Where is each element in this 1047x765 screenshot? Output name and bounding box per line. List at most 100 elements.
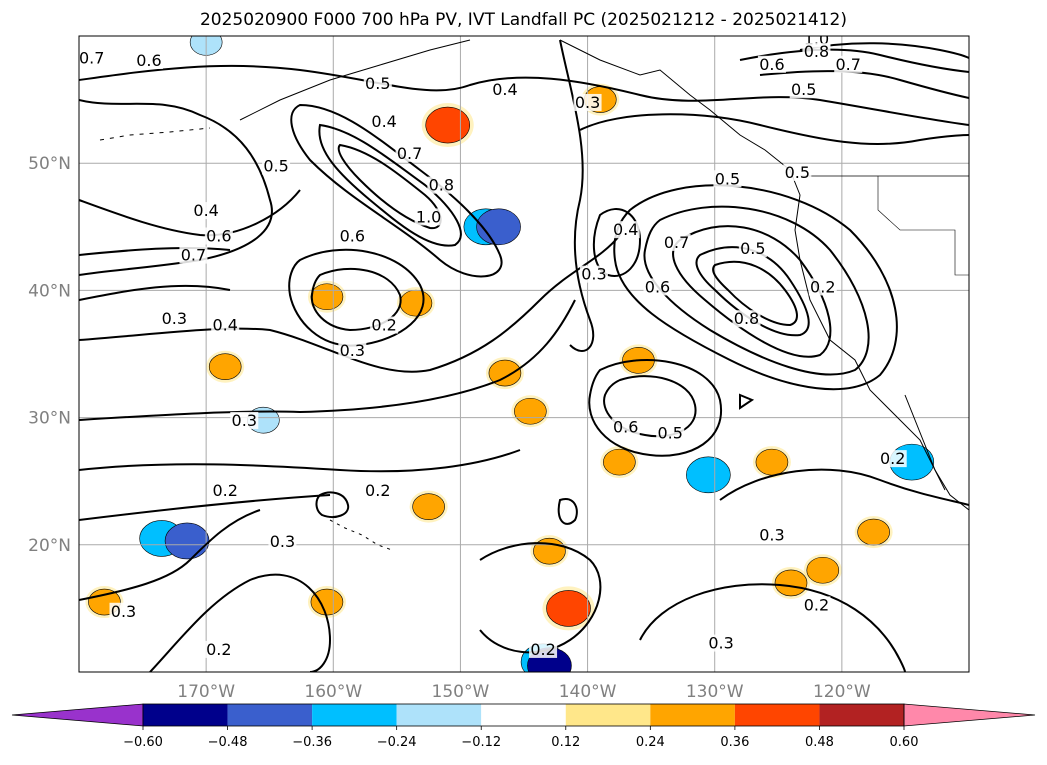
longitude-labels: 170°W 160°W 150°W 140°W 130°W 120°W (177, 682, 871, 702)
contour-line (337, 143, 442, 230)
contour-label: 0.6 (340, 227, 365, 246)
contour-label: 0.2 (365, 481, 390, 500)
contour-line (79, 449, 521, 473)
contour-line (79, 64, 969, 126)
contour-line (479, 542, 602, 654)
ivt-shaded-region-10 (425, 106, 471, 144)
contour-line (79, 284, 231, 301)
contour-label: 0.4 (371, 112, 396, 131)
contour-line (79, 189, 301, 237)
contour-label: 0.6 (759, 55, 784, 74)
contour-line (799, 42, 969, 59)
contour-label: 0.3 (708, 634, 733, 653)
colorbar-segment (481, 704, 566, 726)
baja-coastline (904, 394, 946, 491)
contour-label: 0.2 (804, 595, 829, 614)
ivt-shaded-region-3 (476, 208, 521, 246)
contour-line (739, 393, 755, 410)
latitude-labels: 20°N 30°N 40°N 50°N (28, 154, 71, 556)
contour-line (79, 509, 261, 601)
lat-tick-label: 40°N (28, 281, 71, 301)
contour-line (318, 123, 462, 247)
contour-line (643, 205, 870, 376)
contour-label: 0.5 (791, 80, 816, 99)
contour-line (603, 375, 697, 438)
contour-label: 0.6 (645, 277, 670, 296)
contour-line (79, 234, 621, 373)
ivt-shaded-region-15 (488, 359, 522, 387)
contour-label: 0.4 (613, 220, 638, 239)
ivt-shaded-region-27 (774, 569, 808, 597)
contour-line (672, 225, 832, 358)
contour-label-bg (363, 481, 392, 499)
colorbar-tick-label: −0.60 (123, 735, 163, 750)
contour-label-bg (268, 532, 297, 550)
contour-label-bg (757, 526, 786, 544)
pv-contours (79, 39, 969, 672)
contour-label-bg (370, 113, 399, 131)
contour-label-bg (808, 278, 837, 296)
contour-label-bg (211, 481, 240, 499)
contour-line (719, 468, 969, 506)
colorbar-tick-label: 0.60 (890, 735, 919, 750)
contour-line (79, 246, 231, 256)
contour-label: 0.5 (740, 239, 765, 258)
colorbar-tick-label: −0.48 (208, 735, 248, 750)
contour-label: 0.5 (263, 157, 288, 176)
hawaii-islands (329, 519, 393, 551)
contour-line (759, 70, 969, 99)
contour-label-bg (611, 418, 640, 436)
contour-label: 0.8 (734, 309, 759, 328)
map-frame (78, 35, 970, 673)
colorbar-tick-label: −0.24 (377, 735, 417, 750)
contour-label: 0.6 (136, 51, 161, 70)
contour-label: 0.3 (340, 341, 365, 360)
contour-label: 0.7 (79, 48, 104, 67)
contour-line (579, 113, 969, 145)
colorbar-tick-label: −0.36 (292, 735, 332, 750)
contour-line (592, 208, 642, 277)
contour-label: 0.7 (664, 233, 689, 252)
ivt-shaded-region-13 (310, 283, 344, 311)
contour-label: 1.0 (416, 207, 441, 226)
contour-label: 0.5 (657, 424, 682, 443)
ivt-shaded-region-26 (806, 556, 840, 584)
contour-label: 0.4 (492, 80, 517, 99)
ivt-shaded-region-19 (412, 493, 445, 520)
lat-tick-label: 30°N (28, 409, 71, 429)
ivt-shaded-region-1 (164, 522, 210, 560)
contour-label-bg (338, 342, 367, 359)
contour-label-bg (414, 208, 443, 226)
contour-label: 0.4 (193, 201, 218, 220)
contour-labels: 0.6 0.7 0.4 0.5 0.5 0.4 0.7 0.8 1.0 0.6 0.7 0.6 0.3 0… (79, 36, 907, 659)
contour-label-bg (789, 81, 818, 99)
contour-label-bg (662, 233, 691, 251)
contour-label-bg (179, 246, 208, 264)
contour-label: 0.3 (581, 265, 606, 284)
contour-label-bg (802, 36, 831, 48)
ivt-shaded-region-16 (514, 397, 547, 425)
contour-label-bg (490, 81, 519, 99)
alaska-coastline (239, 39, 471, 121)
contour-label-bg (713, 170, 742, 188)
contour-label: 0.2 (530, 640, 555, 659)
contour-label-bg (262, 157, 291, 175)
aleutian-islands (99, 127, 211, 141)
chart-title: 2025020900 F000 700 hPa PV, IVT Landfall… (199, 10, 847, 30)
contour-label-bg (79, 49, 106, 67)
ivt-shaded-region-21 (546, 590, 591, 627)
contour-label-bg (783, 163, 812, 181)
contour-label-bg (707, 634, 736, 652)
ivt-shaded-region-25 (857, 518, 890, 546)
contour-label: 0.4 (212, 316, 237, 335)
contour-label-bg (211, 316, 240, 334)
contour-label: 0.7 (181, 246, 206, 265)
ivt-shaded-region-6 (686, 456, 731, 494)
contour-label: 0.2 (880, 449, 905, 468)
ivt-shaded-region-23 (310, 588, 344, 616)
colorbar-segment (650, 704, 735, 726)
contour-label-bg (738, 240, 767, 258)
contour-label-bg (573, 93, 602, 111)
contour-label-bg (757, 55, 786, 73)
